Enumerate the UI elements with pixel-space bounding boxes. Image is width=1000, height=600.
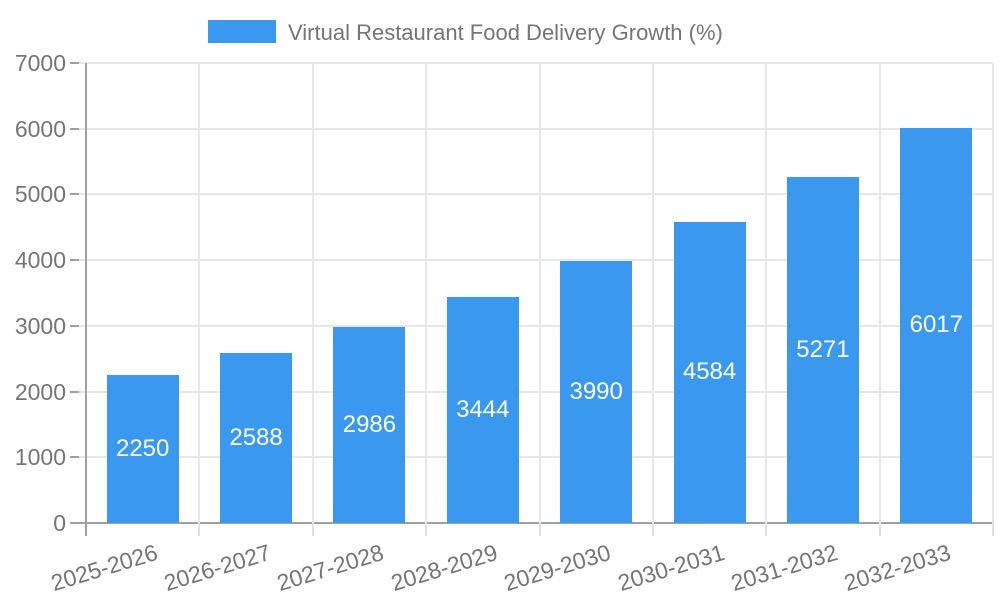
legend-swatch — [208, 20, 276, 43]
x-axis-tick — [198, 523, 201, 536]
bar — [220, 352, 293, 523]
x-gridline — [425, 63, 428, 523]
x-axis-tick — [651, 523, 654, 536]
y-gridline — [78, 456, 993, 459]
x-axis-tick-label: 2031-2032 — [727, 539, 841, 597]
bar-value-label: 5271 — [796, 335, 850, 363]
x-axis-tick — [878, 523, 881, 536]
y-axis-tick — [70, 259, 79, 262]
y-axis-tick — [70, 456, 79, 459]
x-gridline — [878, 63, 881, 523]
bar — [106, 375, 179, 523]
y-axis-tick-label: 1000 — [14, 444, 66, 471]
bar — [673, 221, 746, 523]
y-gridline — [78, 390, 993, 393]
x-axis-tick-label: 2032-2033 — [841, 539, 954, 597]
y-axis-tick — [70, 324, 79, 327]
y-axis-tick-label: 3000 — [14, 312, 66, 339]
x-axis-tick — [311, 523, 314, 536]
y-axis-tick-label: 6000 — [14, 115, 66, 142]
y-gridline — [78, 324, 993, 327]
bar-value-label: 4584 — [682, 358, 737, 386]
x-gridline — [651, 63, 654, 523]
y-axis-line — [85, 63, 87, 536]
y-axis-tick — [70, 390, 79, 393]
y-gridline — [78, 127, 993, 130]
x-axis-baseline — [70, 522, 993, 524]
y-axis-tick-label: 7000 — [14, 50, 66, 76]
y-axis-tick-label: 5000 — [14, 181, 66, 208]
x-axis-tick-label: 2028-2029 — [387, 539, 501, 597]
legend-label: Virtual Restaurant Food Delivery Growth … — [288, 20, 723, 45]
x-gridline — [992, 63, 994, 523]
x-axis-tick — [538, 523, 541, 536]
bar-value-label: 2588 — [229, 423, 283, 451]
y-axis-tick — [70, 193, 79, 196]
x-axis-tick-label: 2026-2027 — [160, 539, 274, 597]
x-axis-tick-label: 2025-2026 — [47, 539, 161, 597]
x-axis-tick-label: 2027-2028 — [274, 539, 388, 597]
x-axis-tick — [992, 523, 994, 536]
x-axis-tick-label: 2030-2031 — [614, 539, 728, 597]
bar-value-label: 3444 — [456, 395, 510, 423]
bar — [333, 326, 406, 523]
bar-value-label: 2250 — [115, 435, 170, 463]
y-axis-tick-label: 0 — [53, 510, 66, 536]
x-axis-tick — [425, 523, 428, 536]
bar — [446, 296, 519, 523]
y-gridline — [78, 62, 993, 64]
bar — [560, 260, 633, 523]
y-axis-tick-label: 4000 — [14, 247, 66, 274]
bar-value-label: 2986 — [342, 410, 397, 438]
bar — [900, 127, 973, 523]
x-gridline — [311, 63, 314, 523]
bar — [786, 176, 859, 523]
x-axis-tick — [765, 523, 768, 536]
y-axis-tick-label: 2000 — [14, 378, 66, 405]
x-gridline — [538, 63, 541, 523]
y-gridline — [78, 259, 993, 262]
x-gridline — [198, 63, 201, 523]
y-gridline — [78, 193, 993, 196]
chart-legend: Virtual Restaurant Food Delivery Growth … — [0, 0, 1000, 56]
x-gridline — [765, 63, 768, 523]
bar-value-label: 3990 — [569, 377, 623, 405]
bar-value-label: 6017 — [909, 311, 963, 339]
y-axis-tick — [70, 127, 79, 130]
x-axis-tick-label: 2029-2030 — [500, 539, 614, 597]
y-axis-tick — [70, 62, 79, 64]
